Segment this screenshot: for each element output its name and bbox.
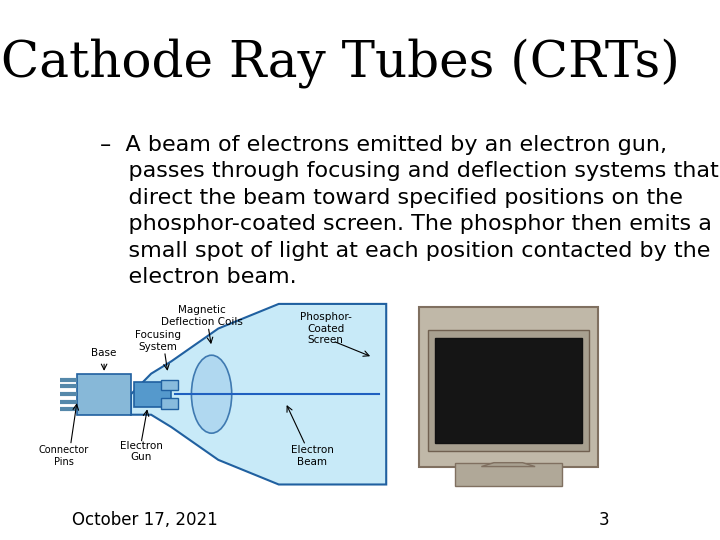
Text: Electron
Gun: Electron Gun bbox=[120, 441, 163, 462]
Bar bbox=[77, 374, 131, 415]
Text: Phosphor-
Coated
Screen: Phosphor- Coated Screen bbox=[300, 312, 351, 345]
Bar bbox=[428, 330, 589, 451]
Bar bbox=[435, 338, 582, 443]
Text: Focusing
System: Focusing System bbox=[135, 330, 181, 352]
Text: –  A beam of electrons emitted by an electron gun,
    passes through focusing a: – A beam of electrons emitted by an elec… bbox=[99, 135, 719, 287]
Polygon shape bbox=[482, 463, 535, 467]
Text: 3: 3 bbox=[598, 511, 609, 529]
Text: Cathode Ray Tubes (CRTs): Cathode Ray Tubes (CRTs) bbox=[1, 38, 680, 88]
Text: Connector
Pins: Connector Pins bbox=[39, 445, 89, 467]
Text: Magnetic
Deflection Coils: Magnetic Deflection Coils bbox=[161, 306, 243, 327]
Bar bbox=[161, 399, 178, 409]
Bar bbox=[454, 463, 562, 486]
Text: Base: Base bbox=[91, 348, 117, 358]
Ellipse shape bbox=[192, 355, 232, 433]
Text: October 17, 2021: October 17, 2021 bbox=[71, 511, 217, 529]
Bar bbox=[418, 307, 598, 467]
Polygon shape bbox=[131, 304, 386, 484]
Text: Electron
Beam: Electron Beam bbox=[291, 445, 334, 467]
Bar bbox=[135, 382, 171, 407]
Bar bbox=[161, 380, 178, 390]
